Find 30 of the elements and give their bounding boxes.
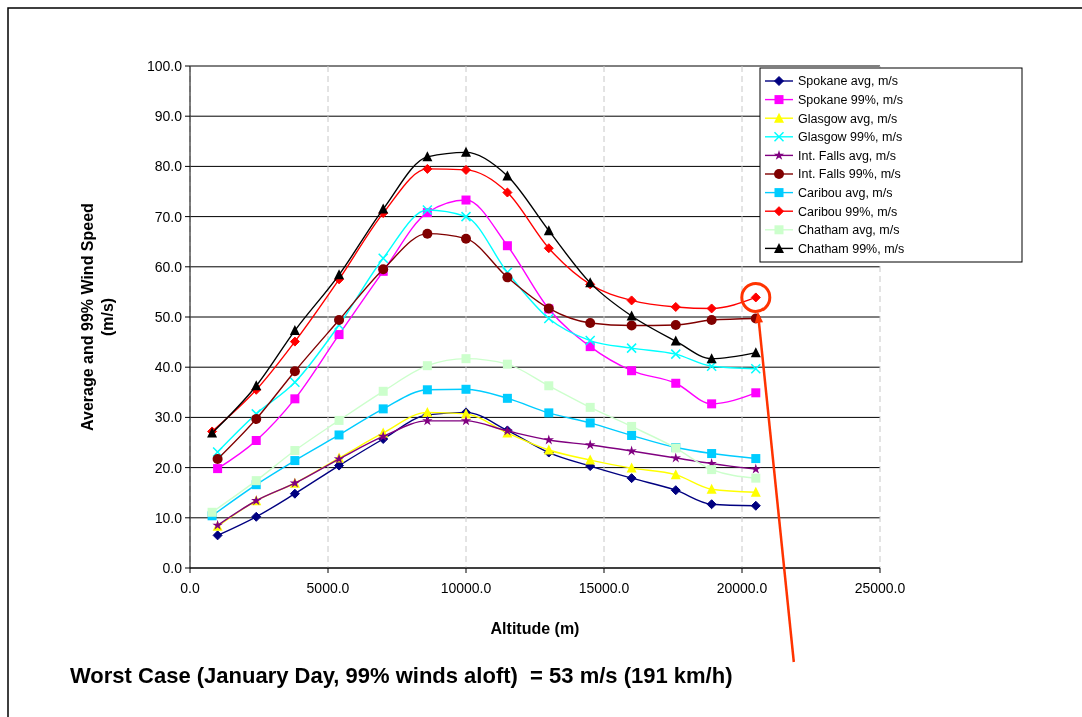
legend-label: Caribou 99%, m/s: [798, 204, 898, 219]
x-axis-title: Altitude (m): [490, 620, 580, 637]
legend-label: Spokane avg, m/s: [798, 74, 899, 89]
x-tick-label: 20000.0: [716, 580, 768, 596]
legend-label: Int. Falls 99%, m/s: [798, 167, 901, 182]
y-tick-label: 0.0: [162, 559, 183, 576]
legend-label: Glasgow avg, m/s: [798, 111, 898, 126]
y-tick-label: 70.0: [154, 208, 183, 225]
x-tick-label: 5000.0: [306, 580, 350, 596]
y-tick-label: 100.0: [146, 57, 183, 74]
legend-label: Caribou avg, m/s: [798, 185, 893, 200]
y-tick-label: 30.0: [154, 409, 183, 426]
legend-label: Chatham avg, m/s: [798, 223, 900, 238]
x-tick-label: 10000.0: [440, 580, 492, 596]
y-tick-label: 50.0: [154, 308, 183, 325]
y-tick-label: 40.0: [154, 359, 183, 376]
legend-label: Chatham 99%, m/s: [798, 241, 905, 256]
legend-label: Int. Falls avg, m/s: [798, 148, 896, 163]
y-tick-label: 60.0: [154, 258, 183, 275]
x-tick-label: 15000.0: [578, 580, 630, 596]
x-tick-label: 25000.0: [854, 580, 906, 596]
y-tick-label: 80.0: [154, 158, 183, 175]
y-axis-title: Average and 99% Wind Speed (m/s): [79, 203, 116, 431]
legend-label: Glasgow 99%, m/s: [798, 130, 903, 145]
y-tick-label: 20.0: [154, 459, 183, 476]
legend-label: Spokane 99%, m/s: [798, 92, 903, 107]
y-tick-label: 90.0: [154, 108, 183, 125]
x-tick-label: 0.0: [180, 580, 200, 596]
y-tick-label: 10.0: [154, 509, 183, 526]
text: Worst Case (January Day, 99% winds aloft) = 53 m/s (191 km/h): [70, 663, 733, 688]
